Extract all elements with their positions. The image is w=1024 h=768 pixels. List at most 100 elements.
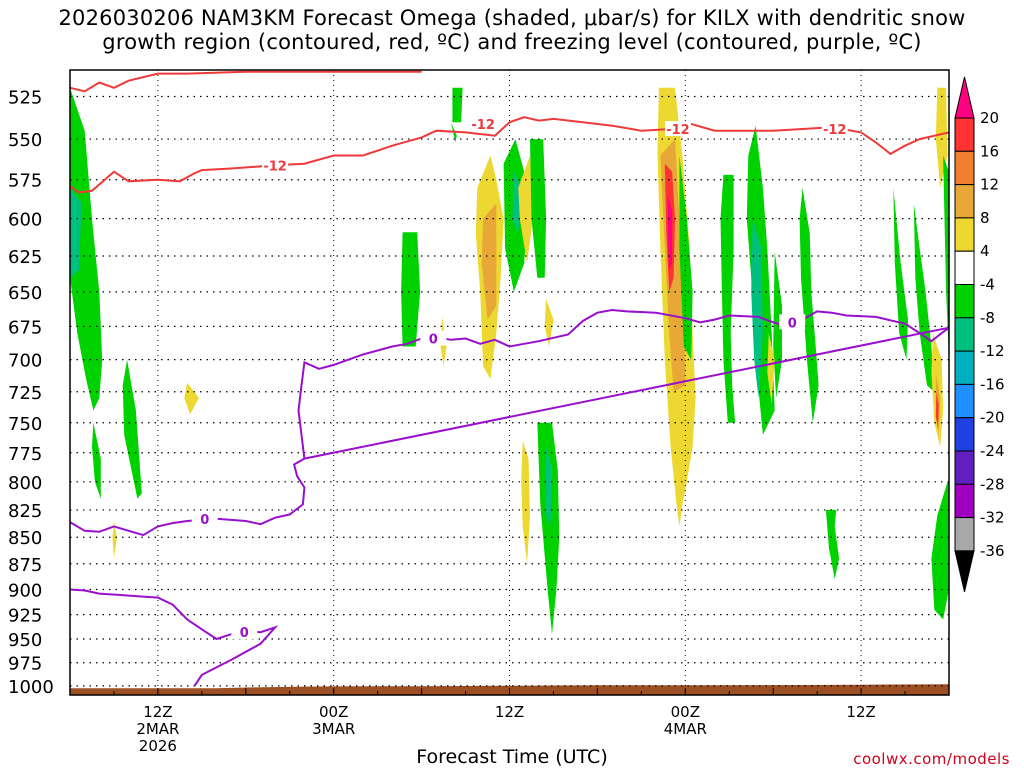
colorbar-swatch-8 [954,383,975,419]
colorbar-label: 16 [980,142,999,160]
contour-layer: -12 -12 -12 -12 0 0 0 0 [69,70,950,687]
dgz-label-2-bg [470,115,497,131]
omega-region-6 [452,87,463,123]
freezing-label-3: 0 [200,513,209,528]
x-tick-label: 12Z [846,703,875,721]
chart-title-line-2: growth region (contoured, red, ºC) and f… [102,30,922,54]
plot-frame [69,69,950,696]
y-tick-label-725: 725 [8,383,42,404]
colorbar-swatch-3 [954,217,975,252]
y-tick-label-800: 800 [8,473,42,494]
colorbar-swatch-2 [954,184,975,219]
omega-region-4 [184,382,199,415]
y-tick-label-975: 975 [8,654,42,675]
omega-region-30 [799,187,819,423]
x-tick-label: 12Z [495,703,524,721]
dgz-label-1: -12 [263,159,287,174]
y-tick-label-650: 650 [8,283,42,304]
colorbar-label: -12 [980,342,1005,360]
y-axis: 525 550 575 600 625 650 675 700 725 750 775 800 825 8… [8,88,54,698]
y-tick-label-875: 875 [8,555,42,576]
omega-region-23 [667,195,673,271]
omega-region-1 [70,187,82,278]
colorbar-bottom-arrow [954,550,975,593]
y-tick-label-600: 600 [8,210,42,231]
website-credit[interactable]: coolwx.com/models [853,750,1010,768]
freezing-label-1-bg [420,330,447,346]
omega-region-37 [935,391,939,429]
x-tick-label: 3MAR [312,720,355,738]
y-tick-label-925: 925 [8,606,42,627]
colorbar-label: -32 [980,509,1005,527]
colorbar-label: 12 [980,176,999,194]
colorbar-swatch-0 [954,117,975,152]
colorbar-label: -20 [980,409,1005,427]
x-tick-label: 00Z [671,703,700,721]
colorbar-label: -4 [980,276,995,294]
freezing-label-4: 0 [240,626,249,641]
omega-region-38 [931,481,949,620]
colorbar-label: 20 [980,109,999,127]
freezing-label-2: 0 [788,316,797,331]
dgz-top-contour [69,70,422,93]
y-tick-label-850: 850 [8,528,42,549]
omega-region-29 [767,333,775,405]
colorbar-label: -24 [980,442,1005,460]
colorbar-swatch-9 [954,417,975,452]
dgz-label-4: -12 [823,123,847,138]
omega-region-18 [537,422,560,635]
y-tick-label-950: 950 [8,630,42,651]
x-tick-label: 00Z [319,703,348,721]
freezing-label-4-bg [231,624,258,640]
freezing-surface-contour [69,588,279,687]
colorbar-swatch-4 [954,250,975,285]
colorbar-swatch-5 [954,284,975,319]
colorbar-label: -8 [980,309,995,327]
dgz-label-3: -12 [666,123,690,138]
omega-region-2 [92,422,101,499]
omega-region-33 [893,187,908,360]
dgz-label-1-bg [262,157,289,173]
colorbar-label: 4 [980,242,990,260]
y-tick-label-775: 775 [8,444,42,465]
y-tick-label-625: 625 [8,247,42,268]
freezing-level-contour [69,308,950,537]
freezing-label-2-bg [779,314,806,330]
dgz-label-2: -12 [471,118,495,133]
x-tick-label: 2026 [139,737,177,755]
omega-region-32 [913,203,935,392]
omega-region-8 [401,232,421,347]
omega-region-3 [122,359,142,499]
y-tick-label-1000: 1000 [8,677,54,698]
colorbar-top-arrow [954,76,975,119]
x-axis-title: Forecast Time (UTC) [416,746,608,768]
x-tick-label: 2MAR [136,720,179,738]
omega-region-27 [751,218,763,398]
y-tick-label-575: 575 [8,171,42,192]
colorbar-swatch-10 [954,450,975,485]
omega-region-13 [518,155,533,264]
x-tick-label: 12Z [143,703,172,721]
y-tick-label-900: 900 [8,581,42,602]
omega-region-14 [530,139,547,278]
y-tick-label-700: 700 [8,351,42,372]
x-tick-label: 4MAR [664,720,707,738]
omega-region-19 [546,446,552,527]
omega-region-15 [544,298,554,347]
y-tick-label-750: 750 [8,414,42,435]
omega-region-31 [825,509,840,580]
y-tick-label-825: 825 [8,501,42,522]
colorbar-swatch-12 [954,517,975,552]
omega-shading-layer [70,87,949,635]
colorbar-swatch-1 [954,150,975,186]
dgz-label-3-bg [664,121,691,137]
y-tick-label-550: 550 [8,130,42,151]
freezing-label-1: 0 [429,333,438,348]
colorbar-swatch-6 [954,317,975,352]
colorbar-label: -36 [980,542,1005,560]
colorbar-swatch-7 [954,350,975,385]
y-tick-label-675: 675 [8,317,42,338]
omega-region-10 [481,203,497,320]
omega-region-0 [70,87,103,411]
colorbar-label: 8 [980,209,990,227]
